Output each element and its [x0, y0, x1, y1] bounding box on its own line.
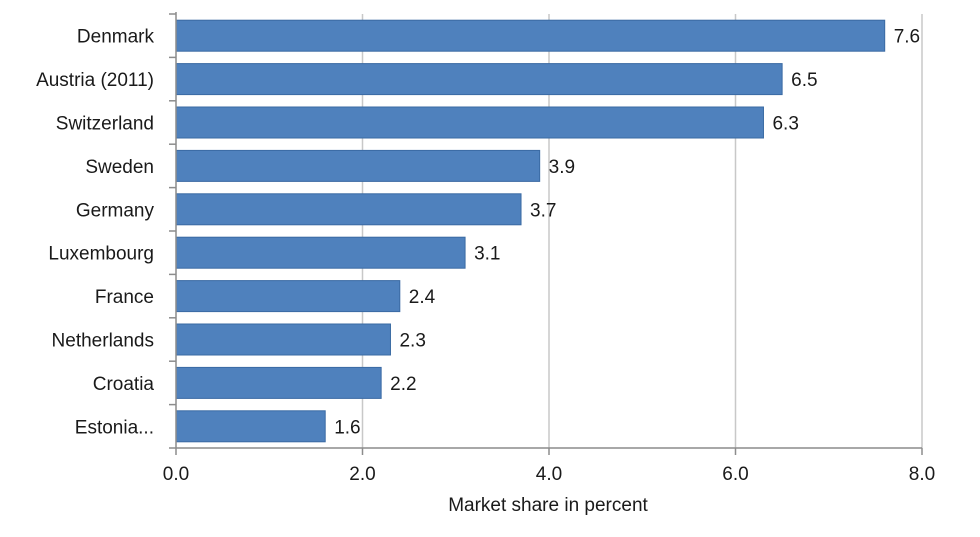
category-label-4: Germany: [76, 200, 155, 221]
category-label-9: Estonia...: [75, 417, 154, 438]
labels: 7.6 Denmark 6.5 Austria (2011) 6.3 Switzerlan…: [36, 27, 935, 485]
value-label-7: 2.3: [399, 331, 425, 352]
value-label-5: 3.1: [474, 244, 500, 265]
category-label-8: Croatia: [93, 374, 155, 395]
bar-8: [175, 366, 382, 399]
category-label-7: Netherlands: [52, 331, 154, 352]
value-label-8: 2.2: [390, 374, 416, 395]
axes: [169, 12, 923, 455]
bar-9: [175, 410, 326, 443]
bar-4: [175, 193, 522, 226]
bar-3: [175, 149, 541, 182]
x-tick-label-3: 6.0: [722, 464, 748, 485]
bar-0: [175, 19, 886, 52]
bar-6: [175, 280, 401, 313]
category-label-1: Austria (2011): [36, 70, 154, 91]
category-label-5: Luxembourg: [48, 244, 154, 265]
category-label-3: Sweden: [85, 157, 154, 178]
bar-1: [175, 63, 783, 96]
x-axis-title: Market share in percent: [448, 495, 648, 516]
bar-5: [175, 236, 466, 269]
category-label-2: Switzerland: [56, 114, 154, 135]
value-label-6: 2.4: [409, 287, 436, 308]
x-tick-label-4: 8.0: [909, 464, 935, 485]
category-label-0: Denmark: [77, 27, 155, 48]
bar-2: [175, 106, 764, 139]
value-label-1: 6.5: [791, 70, 817, 91]
value-label-2: 6.3: [772, 114, 798, 135]
x-tick-label-0: 0.0: [163, 464, 189, 485]
value-label-3: 3.9: [549, 157, 575, 178]
x-tick-label-2: 4.0: [536, 464, 562, 485]
bars: [175, 19, 886, 443]
bar-7: [175, 323, 391, 356]
category-label-6: France: [95, 287, 154, 308]
x-tick-label-1: 2.0: [349, 464, 375, 485]
value-label-0: 7.6: [894, 27, 920, 48]
value-label-4: 3.7: [530, 200, 556, 221]
value-label-9: 1.6: [334, 417, 360, 438]
